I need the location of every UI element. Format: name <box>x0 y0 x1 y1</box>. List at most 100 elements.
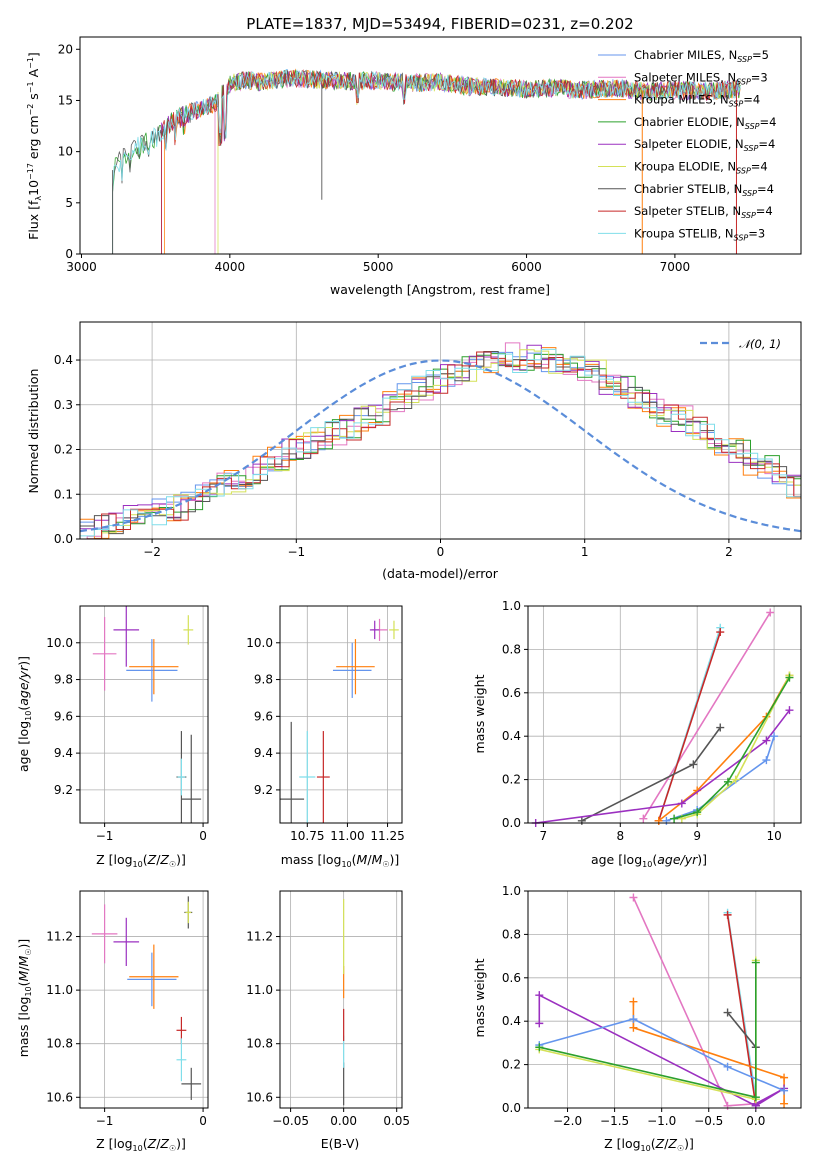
weight-marker <box>677 799 686 808</box>
x-tick-label: 7000 <box>660 260 691 274</box>
x-tick-label: 3000 <box>66 260 97 274</box>
weight-marker <box>751 1093 760 1102</box>
weight-marker <box>780 1086 789 1095</box>
x-tick-label: 0.0 <box>746 1114 765 1128</box>
metallicity-age-x-label: Z [log10(Z/Z☉)] <box>96 852 186 869</box>
normal-curve <box>79 359 802 533</box>
legend-entry: Salpeter STELIB, NSSP=4 <box>634 204 773 220</box>
weight-marker <box>535 1043 544 1052</box>
x-tick-label: −2 <box>143 545 161 559</box>
x-tick-label: 1 <box>581 545 589 559</box>
axes-frame <box>279 890 403 1109</box>
y-tick-label: 9.6 <box>254 709 273 723</box>
weight-marker <box>629 997 638 1006</box>
legend-entry: 𝒩(0, 1) <box>739 337 781 351</box>
y-tick-label: 15 <box>58 93 73 107</box>
y-tick-label: 0.2 <box>502 773 521 787</box>
y-tick-label: 9.6 <box>54 709 73 723</box>
x-tick-label: 2 <box>725 545 733 559</box>
x-tick-label: 0.00 <box>330 1114 357 1128</box>
x-tick-label: 0 <box>199 829 207 843</box>
weight-marker <box>723 1101 732 1110</box>
weight-marker <box>662 816 671 825</box>
weight-marker <box>629 1023 638 1032</box>
histogram-step-line <box>86 351 801 539</box>
weight-line <box>642 612 771 820</box>
metallicity-weight-x-label: Z [log10(Z/Z☉)] <box>604 1136 694 1153</box>
x-tick-label: 0 <box>437 545 445 559</box>
ebv-mass-panel: E(B-V) −0.05 0.00 0.05 10.6 10.8 11.0 11.2 <box>246 890 410 1151</box>
residual-histogram-panel: (data-model)/error Normed distribution −… <box>26 321 802 581</box>
weight-line <box>657 631 722 822</box>
x-tick-label: 8 <box>616 829 624 843</box>
y-tick-label: 9.8 <box>254 673 273 687</box>
y-tick-label: 5 <box>65 196 73 210</box>
metallicity-weight-y-label: mass weight <box>472 958 487 1037</box>
y-tick-label: 0.2 <box>502 1058 521 1072</box>
y-tick-label: 9.4 <box>54 746 73 760</box>
y-tick-label: 10.6 <box>246 1090 273 1104</box>
ebv-mass-x-label: E(B-V) <box>321 1136 360 1151</box>
histogram-step-line <box>80 351 801 539</box>
weight-marker <box>629 893 638 902</box>
weight-marker <box>670 814 679 823</box>
weight-marker <box>751 958 760 967</box>
y-tick-label: 11.2 <box>46 930 73 944</box>
legend-entry: Chabrier ELODIE, NSSP=4 <box>634 115 776 131</box>
y-tick-label: 10.0 <box>46 636 73 650</box>
weight-marker <box>762 756 771 765</box>
residual-x-label: (data-model)/error <box>382 566 499 581</box>
age-weight-panel: age [log10(age/yr)] mass weight 7 8 9 10 0.0… <box>472 599 802 869</box>
legend-entry: Chabrier STELIB, NSSP=4 <box>634 182 774 198</box>
y-tick-label: 20 <box>58 42 73 56</box>
axes-frame <box>79 36 802 255</box>
y-tick-label: 0.0 <box>502 816 521 830</box>
x-tick-label: −1 <box>96 829 114 843</box>
histogram-step-line <box>87 349 801 539</box>
weight-marker <box>723 777 732 786</box>
legend-entry: Salpeter MILES, NSSP=3 <box>634 70 768 86</box>
weight-marker <box>689 760 698 769</box>
weight-marker <box>535 1019 544 1028</box>
x-tick-label: 9 <box>693 829 701 843</box>
weight-marker <box>716 628 725 637</box>
y-tick-label: 10.8 <box>46 1037 73 1051</box>
weight-line <box>681 675 791 820</box>
weight-line <box>535 709 791 823</box>
age-weight-x-label: age [log10(age/yr)] <box>591 852 707 869</box>
y-tick-label: 0.0 <box>54 532 73 546</box>
weight-marker <box>731 775 740 784</box>
metallicity-mass-x-label: Z [log10(Z/Z☉)] <box>96 1136 186 1153</box>
weight-marker <box>762 736 771 745</box>
y-tick-label: 10.6 <box>46 1090 73 1104</box>
weight-marker <box>535 991 544 1000</box>
weight-marker <box>723 1062 732 1071</box>
y-tick-label: 10.0 <box>246 636 273 650</box>
weight-marker <box>770 732 779 741</box>
x-tick-label: 4000 <box>215 260 246 274</box>
weight-line <box>539 960 757 1101</box>
x-tick-label: −1.5 <box>600 1114 629 1128</box>
axes-frame <box>279 605 403 824</box>
y-tick-label: 0.1 <box>54 487 73 501</box>
weight-marker <box>766 608 775 617</box>
y-tick-label: 0.0 <box>502 1101 521 1115</box>
axes-frame <box>527 890 802 1109</box>
spectrum-panel: PLATE=1837, MJD=53494, FIBERID=0231, z=0… <box>26 15 802 297</box>
legend-entry: Salpeter ELODIE, NSSP=4 <box>634 137 775 153</box>
histogram-step-line <box>87 353 801 539</box>
x-tick-label: −1 <box>287 545 305 559</box>
axes-frame <box>79 605 209 824</box>
weight-line <box>539 962 757 1099</box>
y-tick-label: 0.4 <box>502 1014 521 1028</box>
axes-frame <box>527 605 802 824</box>
y-tick-label: 0.3 <box>54 398 73 412</box>
x-tick-label: 0.05 <box>383 1114 410 1128</box>
legend-entry: Kroupa STELIB, NSSP=3 <box>634 226 765 242</box>
x-tick-label: 10.75 <box>290 829 324 843</box>
spectrum-title: PLATE=1837, MJD=53494, FIBERID=0231, z=0… <box>246 15 633 33</box>
age-weight-y-label: mass weight <box>472 674 487 753</box>
mass-age-panel: mass [log10(M/M☉)] 10.75 11.00 11.25 9.2 9.4… <box>246 605 405 869</box>
y-tick-label: 10.8 <box>246 1037 273 1051</box>
